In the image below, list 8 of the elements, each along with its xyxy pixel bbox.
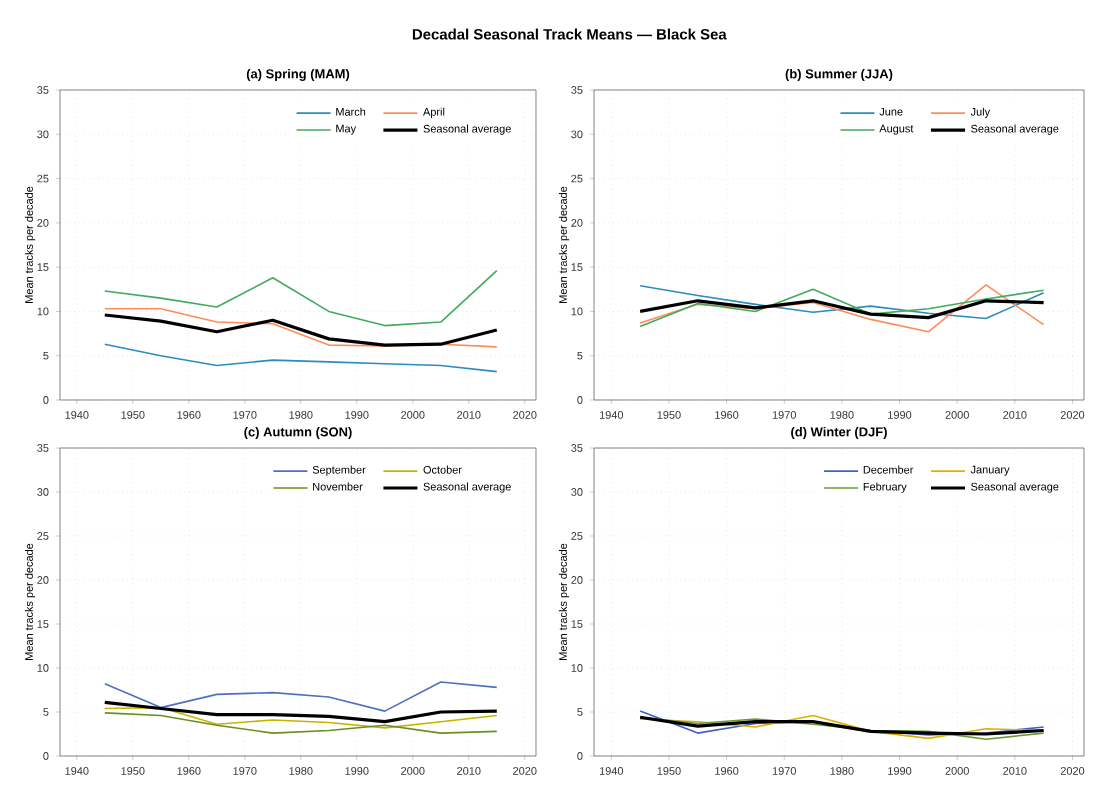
line-series (104, 269, 498, 327)
line-series (104, 681, 498, 712)
line-series (104, 343, 498, 373)
line-series (104, 706, 498, 729)
line-series (638, 299, 1046, 320)
line-series (103, 700, 499, 724)
line-series (104, 712, 498, 734)
line-series (639, 284, 1045, 320)
